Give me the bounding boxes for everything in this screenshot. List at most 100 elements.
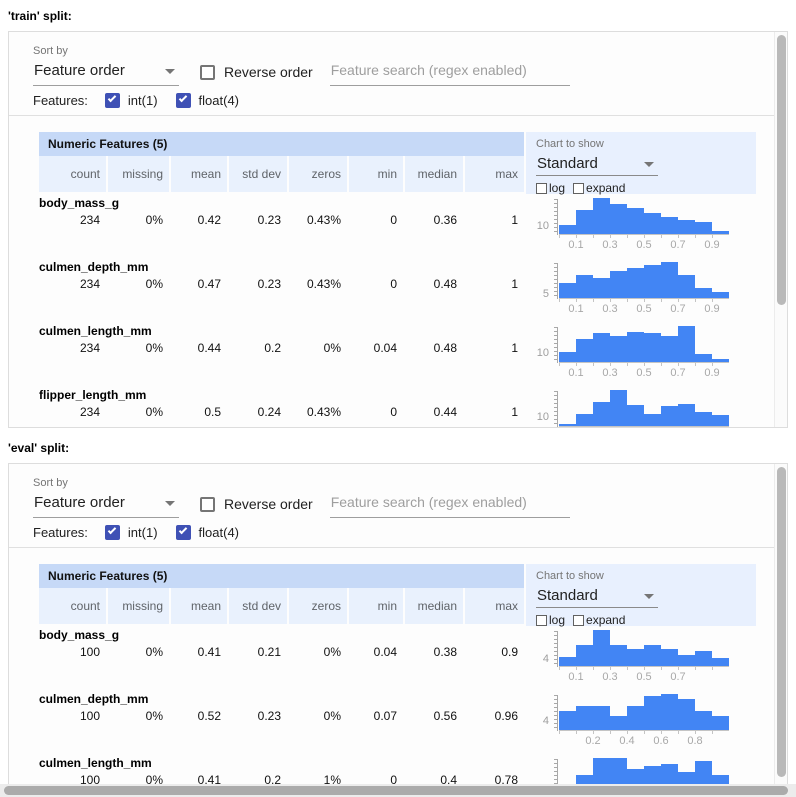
int-filter-checkbox[interactable] (104, 525, 120, 540)
x-tick-label: 0.8 (687, 735, 703, 747)
stat-max: 0.96 (494, 709, 518, 723)
x-axis-labels: 0.2 0.4 0.6 0.8 (559, 735, 729, 747)
stat-count: 234 (79, 277, 100, 291)
hist-bar (610, 390, 627, 426)
feature-row-culmen_depth_mm: culmen_depth_mm 234 0% 0.47 0.23 0.43% 0… (39, 256, 765, 320)
x-tick-label: 0.3 (602, 671, 618, 683)
stat-missing: 0% (145, 213, 163, 227)
histogram-plot (559, 390, 729, 427)
feature-name: culmen_length_mm (39, 324, 152, 338)
chart-type-select[interactable]: Standard (536, 153, 658, 176)
checkmark-icon (107, 525, 117, 535)
chart-to-show-label: Chart to show (536, 138, 604, 150)
col-stddev: std dev (227, 156, 287, 192)
stat-min: 0.04 (373, 341, 397, 355)
col-max: max (463, 156, 524, 192)
histogram-plot (559, 630, 729, 670)
x-tick-label: 0.3 (602, 367, 618, 379)
sort-by-label: Sort by (33, 45, 68, 57)
x-tick-label: 0.3 (602, 303, 618, 315)
x-tick-label: 0.5 (636, 671, 652, 683)
hist-bar (610, 645, 627, 666)
x-tick-label: 0.9 (704, 367, 720, 379)
hist-bar (661, 406, 678, 426)
x-axis-labels: 0.1 0.3 0.5 0.7 0.9 (559, 239, 729, 251)
histogram-plot (559, 262, 729, 302)
eval-split-card: Sort by Feature order Reverse order Feat… (8, 463, 788, 797)
vertical-scrollbar[interactable] (774, 464, 787, 797)
hist-bar (712, 231, 729, 234)
stat-mean: 0.41 (197, 773, 221, 787)
hist-bar (678, 655, 695, 666)
vertical-scrollbar[interactable] (774, 32, 787, 427)
y-axis-label: 4 (542, 653, 549, 666)
stat-median: 0.48 (433, 341, 457, 355)
col-median: median (403, 156, 463, 192)
hist-bar (661, 649, 678, 666)
chevron-down-icon (165, 69, 175, 74)
x-tick-label: 0.1 (568, 303, 584, 315)
expand-label: expand (586, 613, 626, 627)
hist-bar (559, 352, 576, 362)
x-tick-label: 0.1 (568, 671, 584, 683)
hist-bar (678, 326, 695, 362)
float-filter-checkbox[interactable] (175, 93, 191, 108)
log-checkbox[interactable] (536, 182, 547, 194)
features-filter-row: Features: int(1) float(4) (9, 86, 787, 116)
x-tick-label: 0.9 (704, 239, 720, 251)
hist-bar (576, 706, 593, 730)
stat-zeros: 0% (323, 709, 341, 723)
stat-missing: 0% (145, 341, 163, 355)
sort-by-select[interactable]: Feature order (33, 492, 179, 518)
hist-bar (610, 204, 627, 234)
stat-zeros: 1% (323, 773, 341, 787)
col-max: max (463, 588, 524, 624)
expand-checkbox[interactable] (573, 182, 585, 194)
chart-type-select[interactable]: Standard (536, 585, 658, 608)
stat-mean: 0.47 (197, 277, 221, 291)
eval-split-label: 'eval' split: (8, 441, 70, 455)
stat-min: 0 (390, 213, 397, 227)
chevron-down-icon (644, 594, 654, 599)
stat-max: 1 (511, 341, 518, 355)
hist-bar (559, 283, 576, 298)
hist-bar (695, 288, 712, 298)
checkmark-icon (178, 93, 187, 103)
reverse-order-checkbox[interactable] (200, 496, 215, 512)
stat-missing: 0% (145, 277, 163, 291)
feature-name: culmen_length_mm (39, 756, 152, 770)
y-axis (554, 391, 558, 427)
y-axis (554, 631, 558, 667)
hist-bar (576, 645, 593, 666)
stat-min: 0.04 (373, 645, 397, 659)
train-split-label: 'train' split: (8, 9, 72, 23)
feature-row-culmen_length_mm: culmen_length_mm 234 0% 0.44 0.2 0% 0.04… (39, 320, 765, 384)
x-axis-labels: 0.1 0.3 0.5 0.7 (559, 671, 729, 683)
stat-median: 0.56 (433, 709, 457, 723)
hist-bar (593, 402, 610, 426)
feature-search-input[interactable] (329, 62, 570, 86)
checkmark-icon (107, 93, 117, 103)
feature-search-input[interactable] (329, 494, 570, 518)
y-axis (554, 695, 558, 731)
hist-bar (627, 706, 644, 730)
scrollbar-thumb[interactable] (777, 467, 786, 777)
y-axis-label: 4 (542, 715, 549, 728)
sort-by-select[interactable]: Feature order (33, 60, 179, 86)
reverse-order-checkbox[interactable] (200, 64, 215, 80)
expand-checkbox[interactable] (573, 614, 585, 626)
hist-bar (559, 225, 576, 234)
log-checkbox[interactable] (536, 614, 547, 626)
controls-row: Sort by Feature order Reverse order (9, 32, 787, 86)
stat-stddev: 0.23 (257, 213, 281, 227)
expand-label: expand (586, 181, 626, 195)
hist-bar (678, 220, 695, 234)
float-filter-label: float(4) (198, 525, 240, 540)
float-filter-checkbox[interactable] (175, 525, 191, 540)
scrollbar-thumb[interactable] (4, 786, 788, 795)
int-filter-checkbox[interactable] (104, 93, 120, 108)
stat-min: 0 (390, 405, 397, 419)
scrollbar-thumb[interactable] (777, 35, 786, 305)
horizontal-scrollbar[interactable] (0, 784, 796, 797)
x-tick-label: 0.2 (585, 735, 601, 747)
